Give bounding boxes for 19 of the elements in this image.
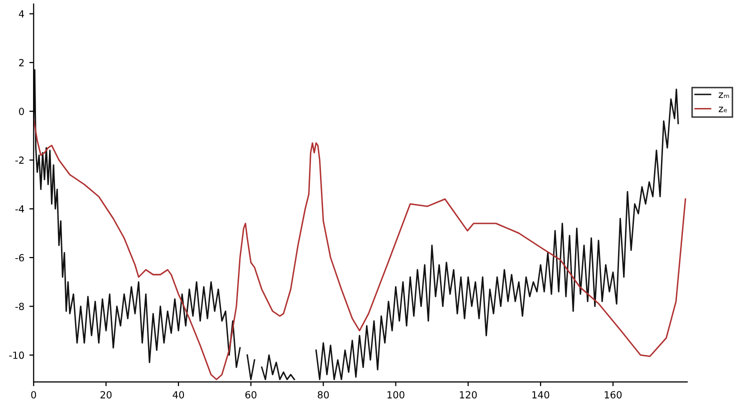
y-tick-label: 0 <box>19 108 24 116</box>
legend-label: zₘ <box>718 92 729 98</box>
x-tick-label: 40 <box>172 391 184 398</box>
x-tick-label: 100 <box>388 391 404 398</box>
x-tick-label: 20 <box>100 391 112 398</box>
x-tick-label: 140 <box>532 391 550 398</box>
y-tick-label: -4 <box>15 205 24 212</box>
y-tick-label: -10 <box>9 352 24 359</box>
x-tick-label: 120 <box>460 391 477 398</box>
y-tick-label: -8 <box>15 302 24 310</box>
y-tick-label: 2 <box>19 59 24 66</box>
x-tick-label: 80 <box>318 391 329 398</box>
x-tick-label: 160 <box>604 391 622 398</box>
y-tick-label: 4 <box>18 10 24 18</box>
y-tick-label: -2 <box>15 156 24 164</box>
x-tick-label: 60 <box>245 391 256 398</box>
legend-label: zₑ <box>718 106 727 112</box>
y-tick-label: -6 <box>15 254 24 262</box>
x-tick-label: 0 <box>31 391 36 398</box>
